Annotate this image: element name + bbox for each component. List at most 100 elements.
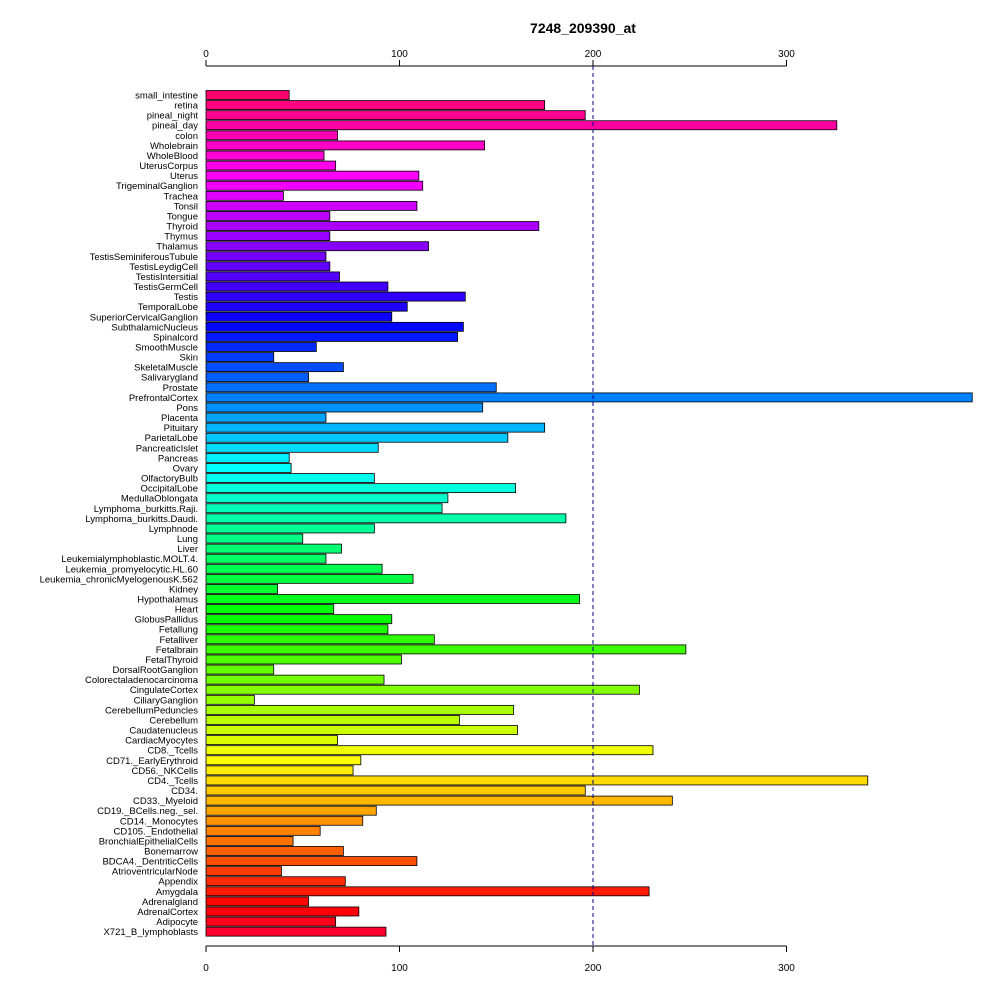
bar xyxy=(205,432,509,443)
category-label: Heart xyxy=(175,605,199,616)
category-label: TemporalLobe xyxy=(138,302,198,313)
bottom-axis-tick-label: 0 xyxy=(203,963,209,974)
category-label: CD71._EarlyErythroid xyxy=(106,756,198,767)
category-label: FetalThyroid xyxy=(145,655,198,666)
bar xyxy=(205,412,327,423)
category-label: SmoothMuscle xyxy=(135,343,198,354)
category-label: SkeletalMuscle xyxy=(134,363,198,374)
category-label: TestisSeminiferousTubule xyxy=(90,252,198,263)
bar xyxy=(205,573,414,584)
category-label: GlobusPallidus xyxy=(135,615,199,626)
category-label: SuperiorCervicalGanglion xyxy=(90,312,198,323)
category-label: Pons xyxy=(176,403,198,414)
top-axis-tick-label: 200 xyxy=(585,49,602,60)
category-label: pineal_night xyxy=(147,111,199,122)
bar xyxy=(205,211,331,221)
category-label: CD33._Myeloid xyxy=(133,796,198,807)
category-label: Thalamus xyxy=(156,242,198,253)
bar xyxy=(205,795,673,806)
category-label: Salivarygland xyxy=(141,373,198,384)
category-label: PancreaticIslet xyxy=(136,443,199,454)
category-label: Fetalbrain xyxy=(156,645,198,656)
bar xyxy=(205,503,443,514)
bar xyxy=(205,674,385,685)
bar xyxy=(205,140,486,151)
category-label: Caudatenucleus xyxy=(129,726,198,737)
bar xyxy=(205,271,340,282)
bar xyxy=(205,735,338,746)
bar xyxy=(205,644,687,655)
bar xyxy=(205,311,393,322)
bar xyxy=(205,594,580,604)
category-label: Kidney xyxy=(169,584,198,595)
bar xyxy=(205,634,435,645)
bottom-axis-tick-label: 300 xyxy=(778,963,795,974)
category-label: Leukemia_chronicMyelogenousK.562 xyxy=(40,574,198,585)
bar xyxy=(205,584,278,594)
category-label: TrigeminalGanglion xyxy=(116,181,198,192)
category-label: Ovary xyxy=(173,463,199,474)
bar xyxy=(205,281,389,292)
category-label: Amygdala xyxy=(156,887,199,898)
category-label: Fetallung xyxy=(159,625,198,636)
category-label: small_intestine xyxy=(135,91,198,102)
bar xyxy=(205,765,354,776)
chart-title: 7248_209390_at xyxy=(530,20,636,36)
bar xyxy=(205,926,387,937)
bar xyxy=(205,473,375,483)
bar xyxy=(205,886,650,897)
bar xyxy=(205,775,869,786)
bar xyxy=(205,392,973,403)
category-label: Pancreas xyxy=(158,453,198,464)
bar xyxy=(205,321,464,332)
bar xyxy=(205,301,408,312)
category-label: OlfactoryBulb xyxy=(141,474,198,485)
category-label: WholeBlood xyxy=(147,151,198,162)
category-label: MedullaOblongata xyxy=(121,494,199,505)
bar xyxy=(205,513,567,524)
bar xyxy=(205,523,375,534)
bar xyxy=(205,543,342,554)
bar xyxy=(205,715,460,725)
category-label: ParietalLobe xyxy=(145,433,198,444)
category-label: Bonemarrow xyxy=(144,847,198,858)
category-label: CD14._Monocytes xyxy=(120,816,198,827)
category-label: Spinalcord xyxy=(153,332,198,343)
bottom-axis-tick-label: 200 xyxy=(585,963,602,974)
bar xyxy=(205,402,484,413)
bar xyxy=(205,372,309,383)
category-label: Cerebellum xyxy=(149,715,198,726)
bar xyxy=(205,825,321,836)
category-label: AtrioventricularNode xyxy=(112,867,198,878)
bar xyxy=(205,200,418,211)
bar xyxy=(205,422,546,433)
category-label: CD34. xyxy=(171,786,198,797)
bar xyxy=(205,483,517,494)
bar xyxy=(205,664,275,675)
bar xyxy=(205,352,275,362)
category-label: Pituitary xyxy=(164,423,199,434)
category-label: Prostate xyxy=(163,383,198,394)
bar xyxy=(205,704,515,715)
bar xyxy=(205,100,546,110)
category-label: Leukemia_promyelocytic.HL.60 xyxy=(65,564,198,575)
category-label: Appendix xyxy=(158,877,198,888)
bar xyxy=(205,785,586,796)
bar xyxy=(205,805,377,816)
top-axis-tick-label: 0 xyxy=(203,49,209,60)
category-label: Thyroid xyxy=(166,222,198,233)
bar xyxy=(205,745,654,756)
category-label: CiliaryGanglion xyxy=(134,695,198,706)
bar xyxy=(205,553,327,564)
category-label: Colorectaladenocarcinoma xyxy=(85,675,199,686)
bar xyxy=(205,150,325,161)
bar xyxy=(205,120,838,131)
bar xyxy=(205,231,331,242)
bar xyxy=(205,180,424,191)
category-label: TestisLeydigCell xyxy=(129,262,198,273)
category-label: Hypothalamus xyxy=(137,595,198,606)
bar xyxy=(205,463,292,473)
category-label: CD19._BCells.neg._sel. xyxy=(97,806,198,817)
